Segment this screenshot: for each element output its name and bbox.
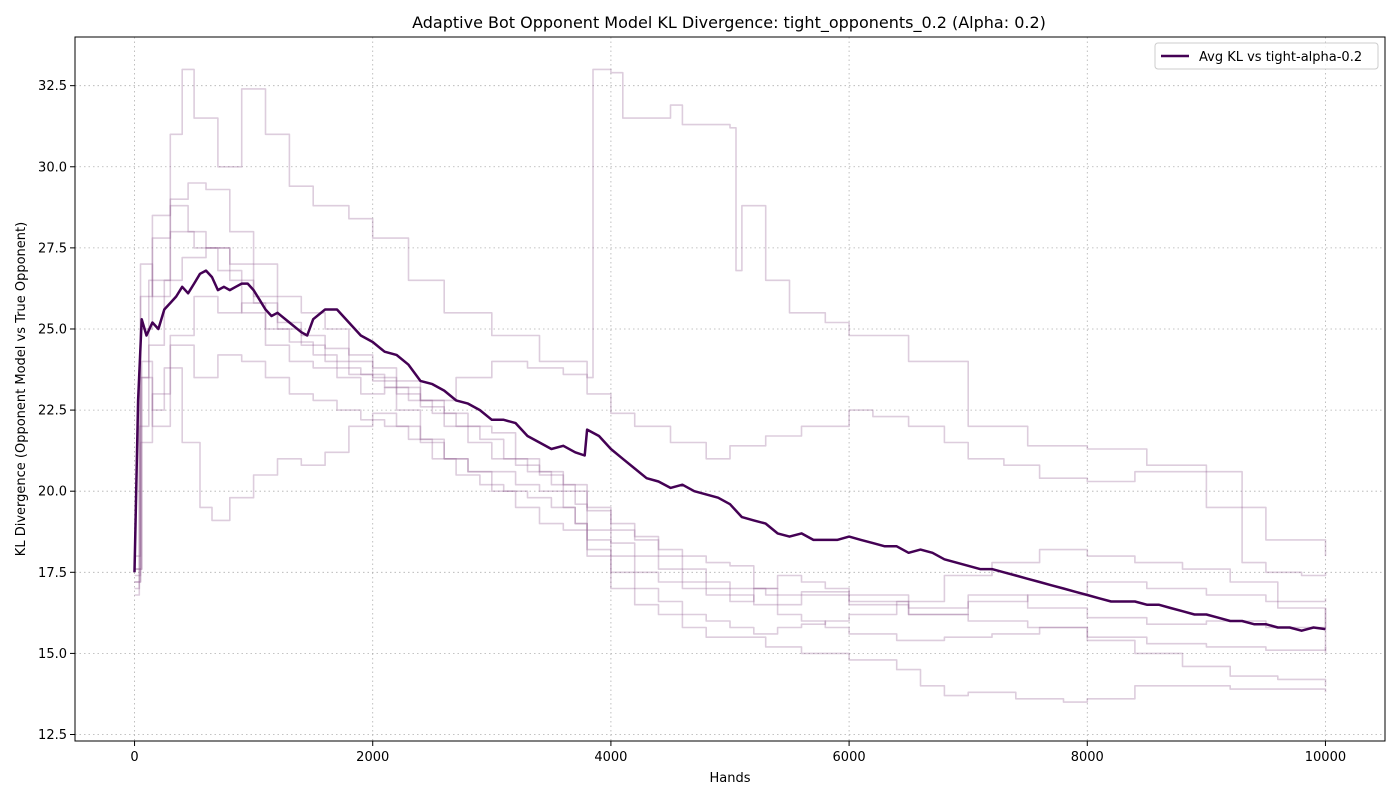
individual-series-line — [134, 204, 1327, 629]
x-tick-label: 8000 — [1071, 750, 1104, 765]
legend: Avg KL vs tight-alpha-0.2 — [1154, 42, 1379, 70]
individual-series-line — [134, 230, 1327, 577]
y-tick-label: 32.5 — [38, 79, 67, 94]
grid — [75, 37, 1385, 741]
plot-frame — [74, 36, 1386, 742]
legend-label: Avg KL vs tight-alpha-0.2 — [1199, 50, 1362, 65]
x-tick-label: 2000 — [356, 750, 389, 765]
y-tick-label: 27.5 — [38, 241, 67, 256]
x-tick-label: 10000 — [1305, 750, 1346, 765]
individual-series-line — [134, 68, 1327, 583]
y-axis: 12.5 15.0 17.5 20.0 22.5 25.0 27.5 30.0 32.5 — [38, 79, 75, 743]
y-tick-label: 17.5 — [38, 566, 67, 581]
y-axis-label: KL Divergence (Opponent Model vs True Op… — [14, 222, 29, 556]
y-tick-label: 30.0 — [38, 160, 67, 175]
individual-series-line — [134, 247, 1327, 616]
y-tick-label: 15.0 — [38, 647, 67, 662]
y-tick-label: 25.0 — [38, 322, 67, 337]
x-axis-label: Hands — [709, 771, 750, 786]
x-tick-label: 4000 — [594, 750, 627, 765]
y-tick-label: 12.5 — [38, 728, 67, 743]
x-axis: 0 2000 4000 6000 8000 10000 — [130, 741, 1346, 765]
individual-series-line — [134, 360, 1327, 651]
chart-title: Adaptive Bot Opponent Model KL Divergenc… — [412, 13, 1046, 33]
y-tick-label: 20.0 — [38, 485, 67, 500]
individual-series-group — [134, 68, 1327, 703]
average-series-line — [133, 269, 1326, 632]
y-tick-label: 22.5 — [38, 404, 67, 419]
individual-series-line — [134, 182, 1327, 703]
x-tick-label: 0 — [130, 750, 138, 765]
x-tick-label: 6000 — [833, 750, 866, 765]
individual-series-line — [134, 295, 1327, 686]
average-series-group — [133, 269, 1326, 632]
legend-box — [1154, 42, 1379, 70]
individual-series-line — [134, 344, 1327, 654]
